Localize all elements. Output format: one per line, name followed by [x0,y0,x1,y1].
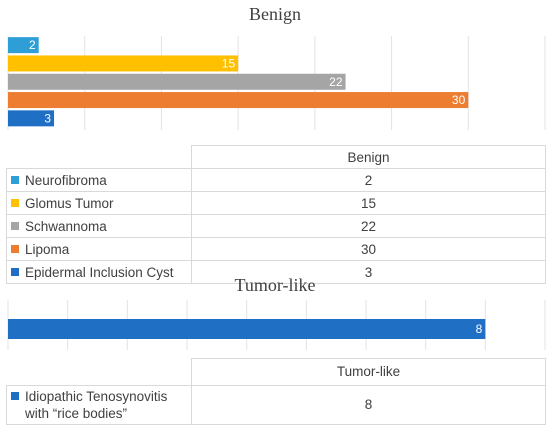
bar-epidermal-inclusion-cyst [8,110,55,127]
legend-swatch-icon [11,221,19,230]
bar-value-label: 22 [329,75,343,89]
legend-label: Neurofibroma [25,172,107,188]
table-column-header: Tumor-like [191,358,546,386]
legend-label: Glomus Tumor [25,195,114,211]
table-row: Glomus Tumor 15 [6,191,546,215]
table-corner [6,145,192,169]
tumor-like-bar-chart: 8 [7,300,546,350]
table-value: 3 [191,260,546,284]
legend-cell: Lipoma [6,237,192,261]
legend-swatch-icon [11,175,19,184]
benign-data-table: Benign Neurofibroma 2 Glomus Tumor 15 Schwann… [6,145,546,284]
bar-value-label: 15 [222,56,236,70]
bar-lipoma [8,92,469,109]
legend-swatch-icon [11,391,19,400]
table-row: Schwannoma 22 [6,214,546,238]
table-row: Neurofibroma 2 [6,168,546,192]
bar-glomus-tumor [8,55,239,72]
bar-value-label: 30 [452,93,466,107]
legend-label: Schwannoma [25,218,107,234]
table-corner [6,358,192,386]
table-row: Epidermal Inclusion Cyst 3 [6,260,546,284]
tumor-like-data-table: Tumor-like Idiopathic Tenosynovitis with “… [6,358,546,425]
tumor-like-chart-title: Tumor-like [234,275,316,295]
legend-swatch-icon [11,267,19,276]
legend-cell: Schwannoma [6,214,192,238]
table-row: Idiopathic Tenosynovitis with “rice bodie… [6,384,546,425]
legend-cell: Neurofibroma [6,168,192,192]
bar-neurofibroma [8,37,39,54]
table-row: Lipoma 30 [6,237,546,261]
table-value: 8 [191,384,546,425]
benign-bar-chart: 2 15 22 30 3 [7,36,546,130]
legend-cell: Epidermal Inclusion Cyst [6,260,192,284]
benign-chart-title: Benign [249,4,301,24]
bar-value-label: 8 [476,322,483,336]
bar-value-label: 2 [29,38,36,52]
table-value: 2 [191,168,546,192]
table-value: 30 [191,237,546,261]
bar-idiopathic-tenosynovitis-with-rice-bodies [8,319,486,339]
legend-cell: Idiopathic Tenosynovitis with “rice bodie… [6,384,192,425]
bar-value-label: 3 [44,111,51,125]
bar-schwannoma [8,73,346,90]
legend-swatch-icon [11,198,19,207]
legend-cell: Glomus Tumor [6,191,192,215]
legend-label: Idiopathic Tenosynovitis with “rice bodie… [25,388,168,421]
legend-label: Lipoma [25,241,70,257]
table-value: 22 [191,214,546,238]
legend-swatch-icon [11,244,19,253]
legend-label: Epidermal Inclusion Cyst [25,264,174,280]
table-value: 15 [191,191,546,215]
table-column-header: Benign [191,145,546,169]
